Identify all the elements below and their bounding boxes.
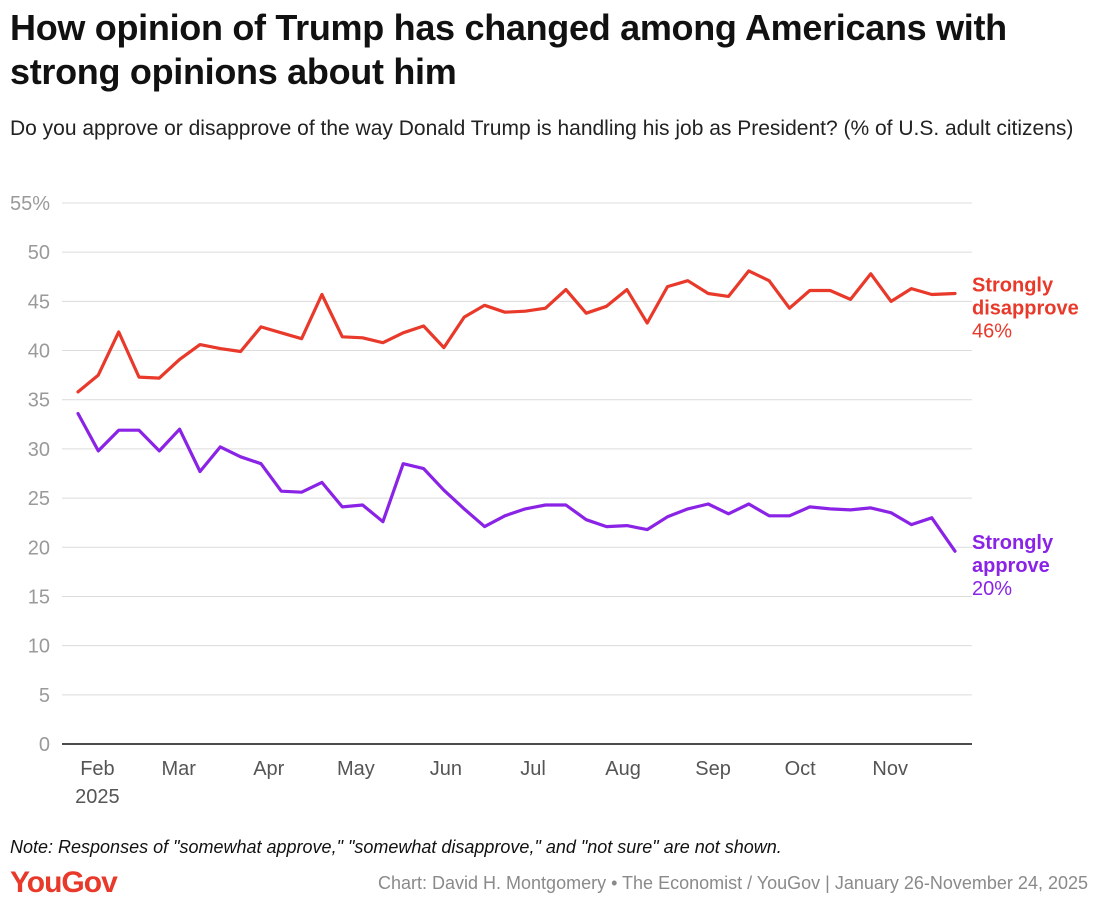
y-tick-label: 0 [39, 734, 50, 756]
y-tick-label: 10 [28, 636, 50, 658]
chart-source: Chart: David H. Montgomery • The Economi… [378, 873, 1088, 893]
x-tick-label: Jun [430, 758, 462, 780]
series-value-disapprove: 46% [972, 320, 1012, 342]
x-tick-label: Mar [162, 758, 197, 780]
chart-note: Note: Responses of "somewhat approve," "… [10, 837, 782, 857]
x-tick-label: Jul [520, 758, 546, 780]
y-tick-label: 25 [28, 488, 50, 510]
x-tick-year-label: 2025 [75, 786, 120, 808]
yougov-logo: YouGov [10, 866, 118, 899]
series-line-disapprove [76, 269, 957, 394]
x-tick-label: Sep [695, 758, 731, 780]
y-axis: 0 5 10 15 20 25 30 35 40 45 50 55% [10, 193, 50, 756]
series [76, 269, 957, 553]
chart-subtitle: Do you approve or disapprove of the way … [10, 117, 1074, 140]
y-tick-label: 40 [28, 341, 50, 363]
x-tick-label: Nov [872, 758, 908, 780]
y-tick-label: 15 [28, 586, 50, 608]
series-value-approve: 20% [972, 578, 1012, 600]
x-tick-label: Aug [605, 758, 641, 780]
grid [62, 202, 972, 745]
x-axis: Feb 2025 Mar Apr May Jun Jul Aug Sep Oct Nov [75, 758, 908, 808]
y-tick-label: 35 [28, 390, 50, 412]
y-tick-label: 5 [39, 685, 50, 707]
series-line-approve [76, 411, 957, 553]
series-label-approve: Strongly approve [972, 532, 1054, 577]
y-tick-label: 45 [28, 291, 50, 313]
x-tick-label: Oct [785, 758, 817, 780]
chart-title: How opinion of Trump has changed among A… [10, 7, 1007, 92]
x-tick-label: May [337, 758, 375, 780]
y-tick-label: 50 [28, 242, 50, 264]
y-tick-label: 20 [28, 537, 50, 559]
y-tick-label: 30 [28, 439, 50, 461]
y-tick-label: 55% [10, 193, 50, 215]
series-label-disapprove: Strongly disapprove [972, 274, 1079, 319]
x-tick-label: Feb [80, 758, 114, 780]
x-tick-label: Apr [253, 758, 284, 780]
